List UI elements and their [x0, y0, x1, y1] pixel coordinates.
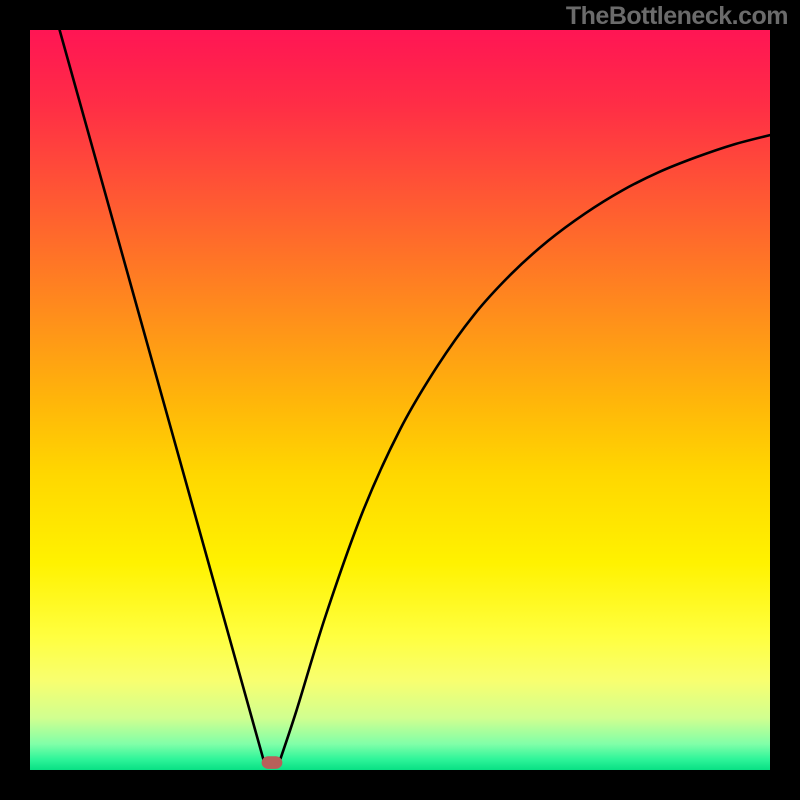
chart-container: TheBottleneck.com [0, 0, 800, 800]
optimum-marker [262, 756, 283, 769]
bottleneck-chart [0, 0, 800, 800]
watermark-text: TheBottleneck.com [566, 2, 788, 31]
gradient-background [30, 30, 770, 770]
